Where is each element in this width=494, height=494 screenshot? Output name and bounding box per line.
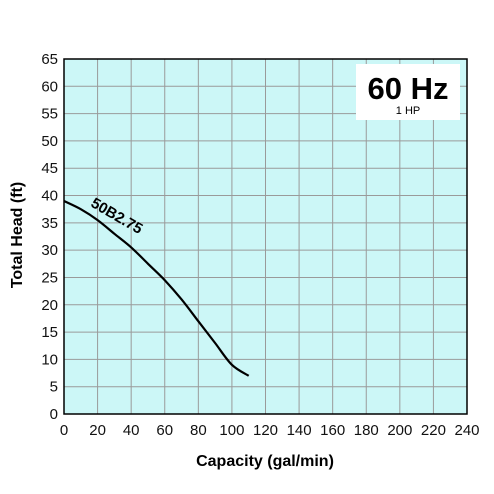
- x-tick-label: 200: [387, 422, 412, 439]
- title-box: [356, 64, 460, 120]
- y-tick-label: 25: [41, 269, 58, 286]
- x-tick-label: 100: [219, 422, 244, 439]
- y-tick-label: 30: [41, 242, 58, 259]
- series-line: [63, 200, 250, 377]
- x-tick-label: 220: [421, 422, 446, 439]
- x-tick-label: 140: [287, 422, 312, 439]
- y-tick-label: 0: [50, 406, 58, 423]
- chart-title: 60 Hz: [368, 71, 449, 106]
- chart-subtitle: 1 HP: [396, 105, 420, 117]
- y-tick-label: 15: [41, 324, 58, 341]
- y-tick-label: 40: [41, 188, 58, 205]
- y-axis-ticks: 0 5 10 15 20 25 30 35 40 45 50 55 60 65: [41, 51, 58, 423]
- x-tick-label: 240: [454, 422, 479, 439]
- x-tick-label: 160: [320, 422, 345, 439]
- x-tick-label: 120: [253, 422, 278, 439]
- x-tick-label: 0: [60, 422, 68, 439]
- x-tick-label: 60: [156, 422, 173, 439]
- y-tick-label: 35: [41, 215, 58, 232]
- y-tick-label: 45: [41, 160, 58, 177]
- y-tick-label: 60: [41, 78, 58, 95]
- y-tick-label: 10: [41, 351, 58, 368]
- y-tick-label: 50: [41, 133, 58, 150]
- y-tick-label: 55: [41, 106, 58, 123]
- x-tick-label: 20: [89, 422, 106, 439]
- x-axis-label: Capacity (gal/min): [196, 453, 334, 470]
- x-tick-label: 40: [123, 422, 140, 439]
- plot-frame: [63, 58, 468, 415]
- y-tick-label: 20: [41, 297, 58, 314]
- x-tick-label: 180: [354, 422, 379, 439]
- x-tick-label: 80: [190, 422, 207, 439]
- x-axis-ticks: 0 20 40 60 80 100 120 140 160 180 200 220 240: [60, 422, 480, 439]
- y-axis-label: Total Head (ft): [9, 182, 26, 288]
- y-tick-label: 65: [41, 51, 58, 68]
- y-tick-label: 5: [50, 379, 58, 396]
